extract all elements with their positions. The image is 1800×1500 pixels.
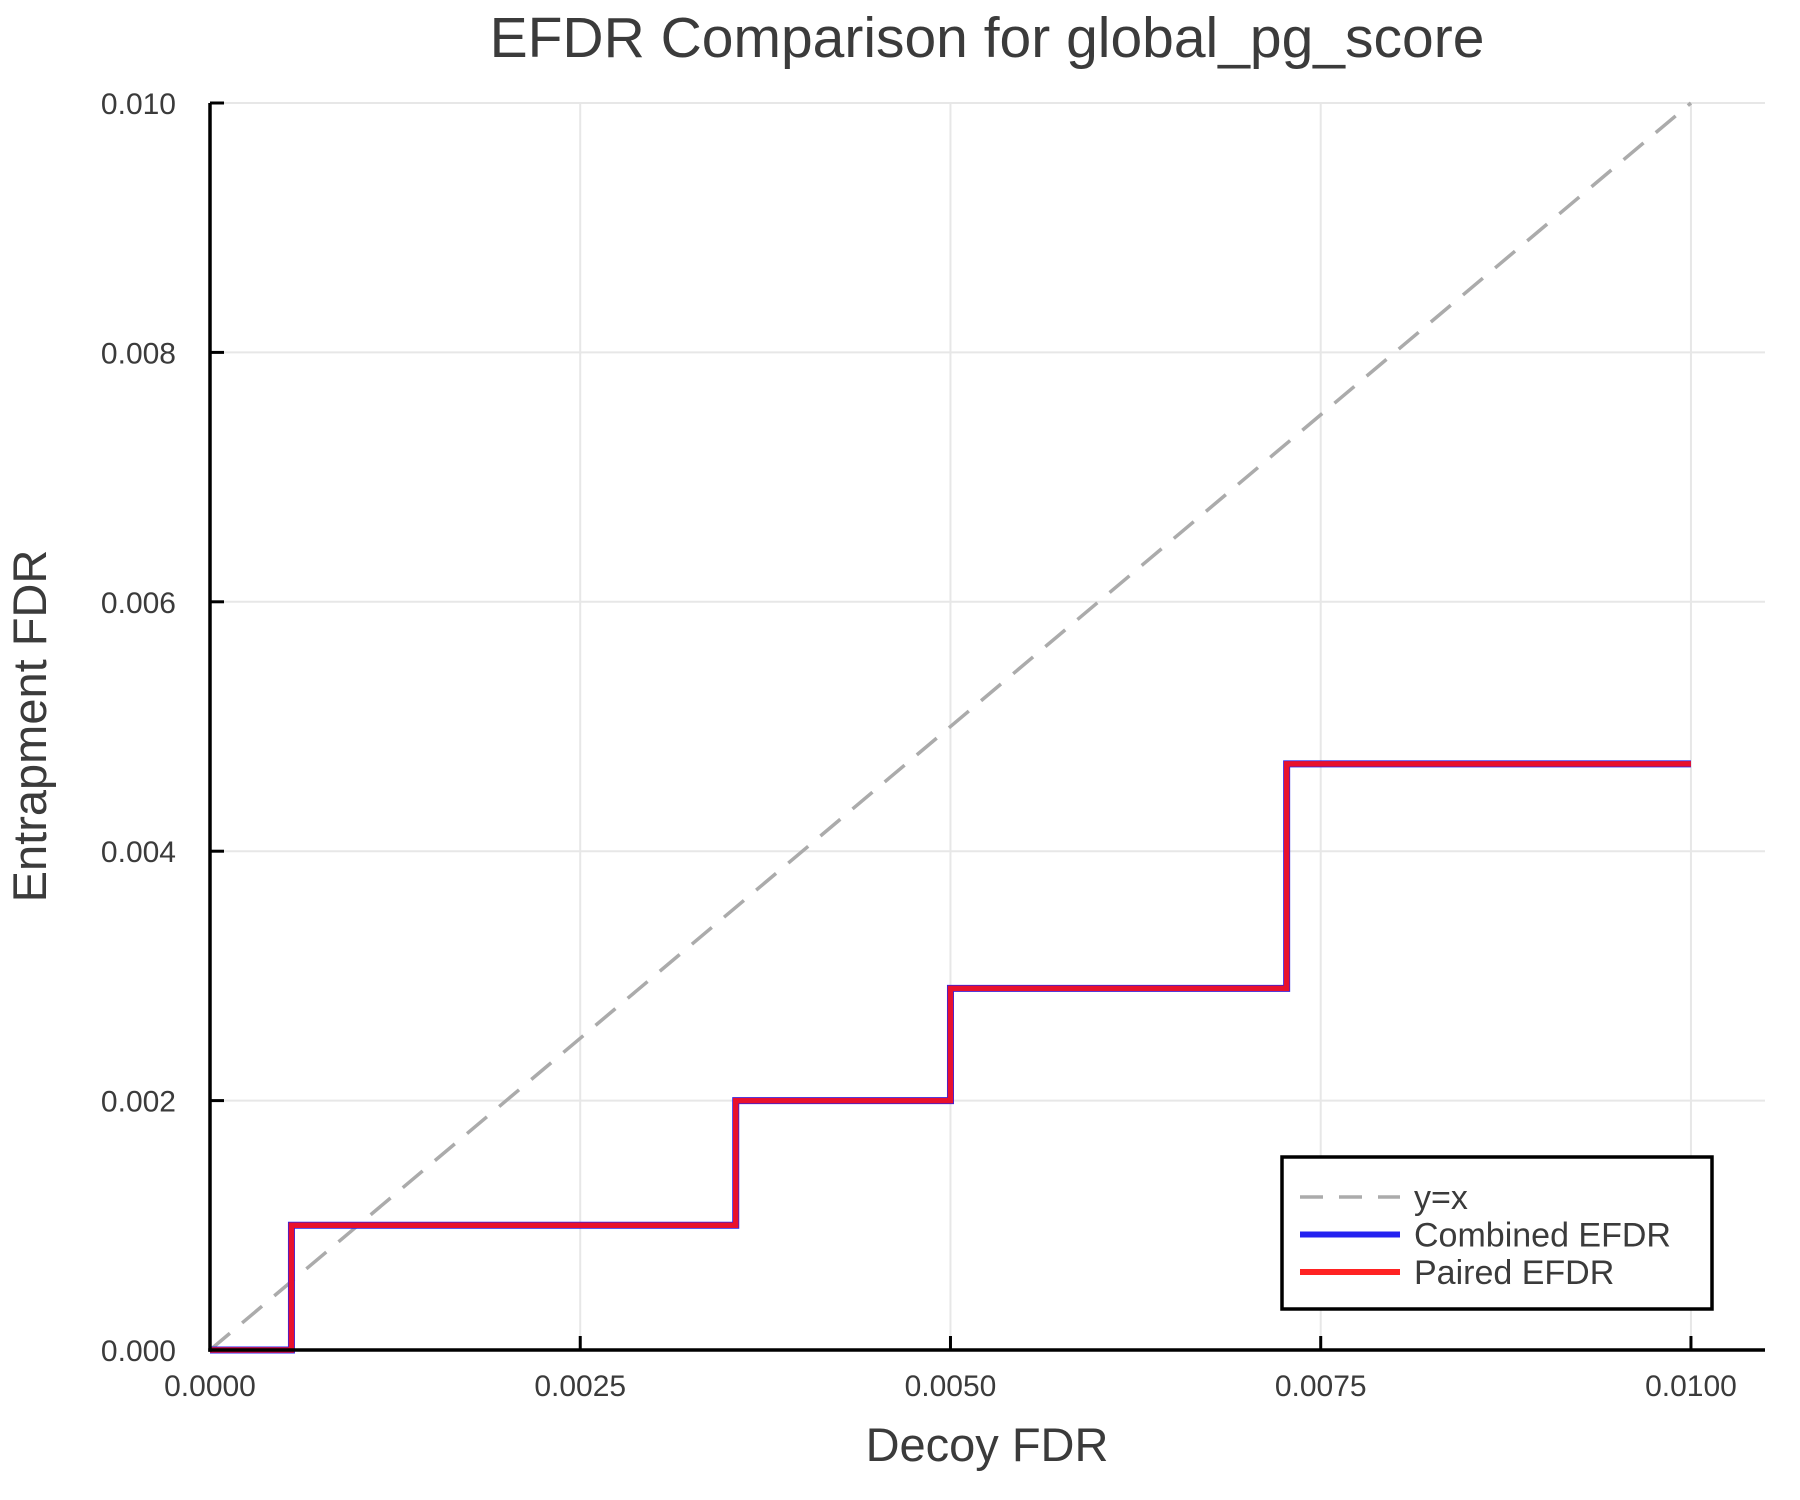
x-tick-label: 0.0025 bbox=[534, 1370, 626, 1403]
legend-entry-label: y=x bbox=[1414, 1179, 1468, 1217]
paired-efdr-line bbox=[210, 761, 1691, 1353]
axes-and-ticks bbox=[208, 101, 1765, 1352]
identity-line-layer bbox=[208, 101, 1693, 1352]
x-tick-label: 0.0100 bbox=[1645, 1370, 1737, 1403]
x-tick-label: 0.0075 bbox=[1275, 1370, 1367, 1403]
y-tick-label: 0.008 bbox=[101, 337, 176, 370]
tick-labels: 0.0000 0.0025 0.0050 0.0075 0.0100 0.000 0.002… bbox=[101, 88, 1737, 1403]
chart-title: EFDR Comparison for global_pg_score bbox=[490, 6, 1485, 70]
identity-line bbox=[208, 101, 1693, 1352]
x-axis-label: Decoy FDR bbox=[866, 1418, 1109, 1471]
legend-entry-label: Combined EFDR bbox=[1414, 1217, 1671, 1255]
y-tick-label: 0.004 bbox=[101, 836, 176, 869]
gridlines bbox=[210, 102, 1765, 1350]
y-tick-label: 0.006 bbox=[101, 587, 176, 620]
y-axis-label: Entrapment FDR bbox=[3, 550, 56, 903]
legend-entry-label: Paired EFDR bbox=[1414, 1254, 1614, 1292]
x-tick-label: 0.0050 bbox=[905, 1370, 997, 1403]
series-lines bbox=[210, 760, 1691, 1354]
y-tick-label: 0.002 bbox=[101, 1086, 176, 1119]
y-tick-label: 0.010 bbox=[101, 88, 176, 121]
x-tick-label: 0.0000 bbox=[164, 1370, 256, 1403]
y-tick-label: 0.000 bbox=[101, 1335, 176, 1368]
